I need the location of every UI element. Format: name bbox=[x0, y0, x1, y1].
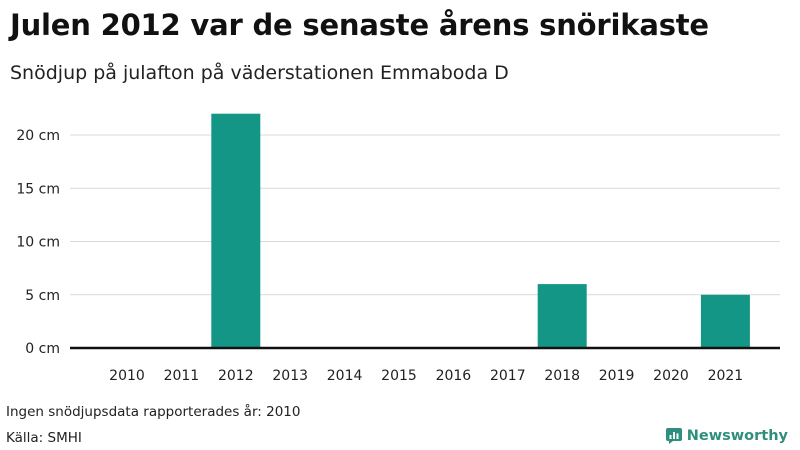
x-tick-label: 2015 bbox=[381, 368, 417, 384]
x-tick-label: 2016 bbox=[436, 368, 472, 384]
x-tick-label: 2020 bbox=[653, 368, 689, 384]
chart-title: Julen 2012 var de senaste årens snörikas… bbox=[10, 8, 709, 42]
x-tick-label: 2012 bbox=[218, 368, 254, 384]
x-tick-label: 2013 bbox=[272, 368, 308, 384]
x-tick-label: 2014 bbox=[327, 368, 363, 384]
bar-2018 bbox=[537, 284, 587, 348]
y-tick-label: 0 cm bbox=[25, 341, 60, 357]
source-note: Källa: SMHI bbox=[6, 430, 82, 446]
x-tick-label: 2010 bbox=[109, 368, 145, 384]
newsworthy-logo-icon bbox=[665, 428, 682, 444]
y-tick-label: 15 cm bbox=[16, 181, 60, 197]
newsworthy-brand: Newsworthy bbox=[665, 428, 788, 444]
x-tick-label: 2021 bbox=[708, 368, 744, 384]
x-tick-label: 2019 bbox=[599, 368, 635, 384]
x-tick-label: 2011 bbox=[164, 368, 200, 384]
bar-2012 bbox=[211, 113, 261, 348]
missing-data-note: Ingen snödjupsdata rapporterades år: 201… bbox=[6, 404, 301, 420]
y-tick-label: 20 cm bbox=[16, 128, 60, 144]
x-tick-label: 2018 bbox=[544, 368, 580, 384]
brand-name: Newsworthy bbox=[686, 428, 788, 444]
bar-2021 bbox=[700, 294, 750, 348]
y-tick-label: 10 cm bbox=[16, 235, 60, 251]
y-tick-label: 5 cm bbox=[25, 288, 60, 304]
x-tick-label: 2017 bbox=[490, 368, 526, 384]
chart-subtitle: Snödjup på julafton på väderstationen Em… bbox=[10, 62, 509, 84]
